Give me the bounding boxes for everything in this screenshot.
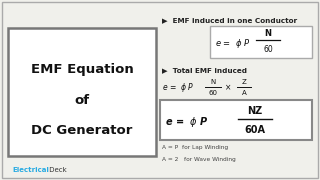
Text: $\times$: $\times$: [224, 83, 232, 93]
Text: ▶  Total EMF induced: ▶ Total EMF induced: [162, 67, 247, 73]
Text: DC Generator: DC Generator: [31, 123, 133, 136]
FancyBboxPatch shape: [8, 28, 156, 156]
Text: 60: 60: [263, 46, 273, 55]
Text: Z: Z: [242, 79, 246, 85]
Text: A = P  for Lap Winding: A = P for Lap Winding: [162, 145, 228, 150]
Text: NZ: NZ: [247, 106, 263, 116]
Text: Deck: Deck: [47, 167, 67, 173]
Text: e =  $\phi$ P: e = $\phi$ P: [165, 115, 209, 129]
Text: e =  $\phi$ P: e = $\phi$ P: [215, 37, 250, 51]
Text: ▶  EMF induced in one Conductor: ▶ EMF induced in one Conductor: [162, 17, 297, 23]
Text: N: N: [265, 28, 271, 37]
FancyBboxPatch shape: [160, 100, 312, 140]
Text: Electrical: Electrical: [12, 167, 49, 173]
Text: A: A: [242, 90, 246, 96]
Text: 60A: 60A: [244, 125, 266, 135]
Text: EMF Equation: EMF Equation: [31, 64, 133, 76]
Text: A = 2   for Wave Winding: A = 2 for Wave Winding: [162, 158, 236, 163]
Text: e =  $\phi$ P: e = $\phi$ P: [162, 82, 194, 94]
Text: of: of: [75, 93, 90, 107]
Text: N: N: [210, 79, 216, 85]
FancyBboxPatch shape: [210, 26, 312, 58]
Text: 60: 60: [209, 90, 218, 96]
